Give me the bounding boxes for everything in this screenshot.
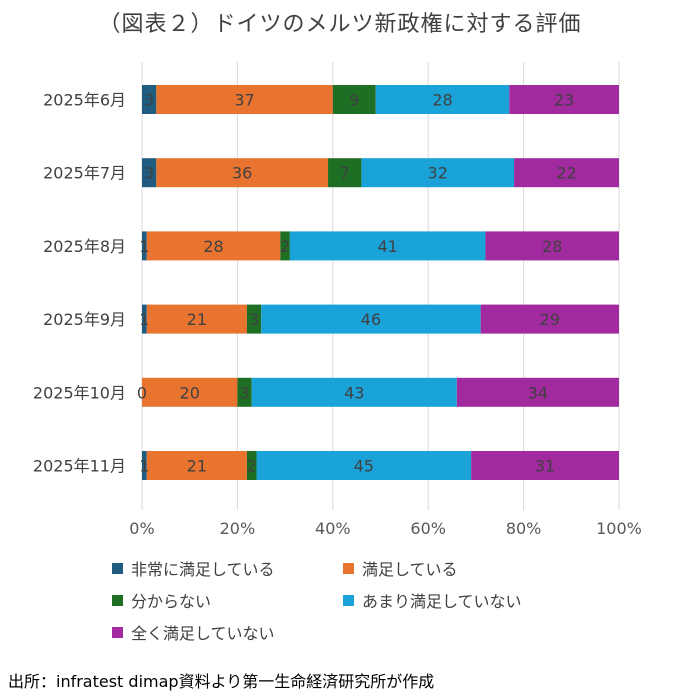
data-label: 29 [540, 310, 560, 329]
data-label: 28 [432, 91, 452, 110]
bar-segment [142, 304, 147, 334]
data-label: 28 [542, 237, 562, 256]
x-tick-label: 80% [506, 519, 542, 538]
category-label: 2025年10月 [33, 383, 126, 402]
bar-segment [332, 85, 376, 114]
bar-segment [328, 158, 362, 188]
legend-swatch [112, 562, 123, 574]
data-label: 45 [354, 457, 374, 476]
category-label: 2025年11月 [33, 457, 126, 476]
category-label: 2025年9月 [43, 310, 126, 329]
legend-label: あまり満足していない [362, 592, 522, 611]
bar-segment [456, 377, 619, 407]
data-label: 1 [139, 457, 149, 476]
data-label: 20 [180, 383, 200, 402]
bar-segment [237, 377, 252, 407]
x-tick-label: 40% [315, 519, 351, 538]
data-label: 7 [340, 164, 350, 183]
bar-segment [246, 304, 262, 334]
legend-label: 全く満足していない [131, 624, 275, 643]
data-label: 21 [187, 457, 207, 476]
data-label: 9 [349, 91, 359, 110]
bar-segment [289, 231, 486, 261]
data-label: 2 [280, 237, 290, 256]
legend-item: 非常に満足している [112, 556, 275, 580]
category-label: 2025年8月 [43, 237, 126, 256]
x-tick-label: 0% [129, 519, 154, 538]
data-label: 36 [232, 164, 252, 183]
data-labels: 3 37 9 28 233 36 7 32 221 28 2 41 281 21 3 46 290 20 3 43 34… [137, 91, 577, 476]
data-label: 46 [361, 310, 381, 329]
category-label: 2025年7月 [43, 164, 126, 183]
data-label: 1 [139, 310, 149, 329]
bar-segment [375, 85, 510, 114]
source-note: 出所：infratest dimap資料より第一生命経済研究所が作成 [8, 672, 435, 691]
bar-segment [146, 451, 247, 480]
bar-segment [142, 85, 157, 114]
legend-swatch [343, 594, 354, 606]
legend-swatch [343, 562, 354, 574]
bar-segment [361, 158, 515, 188]
legend-item: 全く満足していない [112, 620, 275, 644]
bar-segment [280, 231, 290, 261]
bar-segment [246, 451, 257, 480]
bars [142, 85, 619, 480]
bar-segment [146, 231, 281, 261]
category-labels: 2025年6月 2025年7月 2025年8月 2025年9月 2025年10月 2025… [33, 91, 126, 476]
data-label: 43 [344, 383, 364, 402]
data-label: 37 [234, 91, 254, 110]
data-label: 41 [377, 237, 397, 256]
bar-segment [509, 85, 619, 114]
data-label: 32 [428, 164, 448, 183]
legend-label: 非常に満足している [131, 560, 275, 579]
bar-segment [514, 158, 619, 188]
data-label: 22 [556, 164, 576, 183]
legend-label: 分からない [131, 592, 212, 611]
data-label: 3 [239, 383, 249, 402]
data-label: 31 [535, 457, 555, 476]
data-label: 0 [137, 383, 147, 402]
legend-label: 満足している [362, 560, 458, 579]
data-label: 3 [144, 91, 154, 110]
chart-title: （図表２）ドイツのメルツ新政権に対する評価 [98, 12, 582, 37]
bar-segment [251, 377, 457, 407]
data-label: 21 [187, 310, 207, 329]
bar-segment [256, 451, 472, 480]
gridlines [141, 62, 620, 510]
legend-item: 満足している [343, 556, 458, 580]
bar-segment [480, 304, 619, 334]
legend-swatch [112, 626, 123, 638]
bar-segment [142, 158, 157, 188]
category-label: 2025年6月 [43, 91, 126, 110]
bar-segment [471, 451, 619, 480]
bar-segment [261, 304, 481, 334]
bar-segment [142, 377, 238, 407]
legend-item: 分からない [112, 588, 211, 612]
x-tick-label: 20% [220, 519, 256, 538]
stacked-bar-chart: 3 37 9 28 233 36 7 32 221 28 2 41 281 21 3 46 290 20 3 43 34… [33, 62, 642, 538]
x-tick-label: 60% [410, 519, 446, 538]
data-label: 28 [203, 237, 223, 256]
data-label: 1 [139, 237, 149, 256]
bar-segment [142, 231, 147, 261]
bar-segment [485, 231, 619, 261]
x-tick-label: 100% [596, 519, 642, 538]
bar-segment [142, 451, 147, 480]
legend-item: あまり満足していない [343, 588, 522, 612]
data-label: 23 [554, 91, 574, 110]
data-label: 34 [528, 383, 548, 402]
data-label: 2 [247, 457, 257, 476]
bar-segment [156, 85, 333, 114]
bar-segment [156, 158, 329, 188]
data-label: 3 [249, 310, 259, 329]
bar-segment [146, 304, 247, 334]
data-label: 3 [144, 164, 154, 183]
legend-swatch [112, 594, 123, 606]
x-tick-labels: 0% 20% 40% 60% 80% 100% [129, 519, 642, 538]
